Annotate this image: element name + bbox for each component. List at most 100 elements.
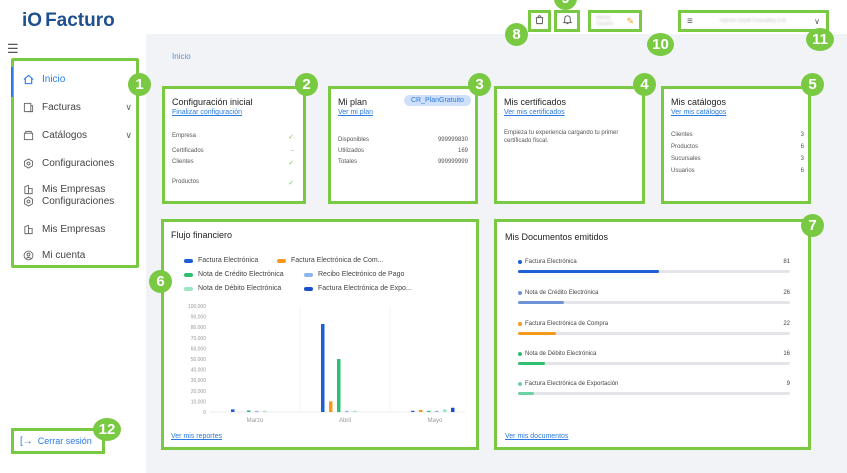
view-certificates-link[interactable]: Ver mis certificados [504,109,565,116]
notifications-button[interactable] [554,10,580,32]
sidebar-item-facturas[interactable]: Facturas ∨ [22,101,132,114]
catalog-row-label: Usuarios [671,168,695,174]
plan-row-label: Utilizados [338,148,365,154]
legend-label: Factura Electrónica de Expo... [318,285,412,292]
annotation-badge: 11 [806,28,834,51]
document-row[interactable]: Nota de Crédito Electrónica 26 [518,290,790,304]
sidebar-item-inicio[interactable]: Inicio [22,73,132,86]
chart-bar[interactable] [353,410,357,412]
document-type: Factura Electrónica de Compra [525,321,609,327]
chart-bar[interactable] [411,410,415,412]
sidebar-item-label: Inicio [42,74,66,85]
chart-bar[interactable] [427,410,431,412]
logout-label: Cerrar sesión [37,436,92,446]
shop-button[interactable] [528,10,551,32]
chart-bar[interactable] [451,407,455,412]
legend-item[interactable]: Nota de Crédito Electrónica [184,271,284,278]
document-row[interactable]: Factura Electrónica 81 [518,259,790,273]
catalog-row: Clientes 3 [671,132,804,138]
y-tick-label: 10,000 [191,399,207,405]
document-type: Factura Electrónica [525,259,577,265]
annotation-badge: 9 [554,0,577,10]
chart-bar[interactable] [337,359,341,412]
view-catalogs-link[interactable]: Ver mis catálogos [671,109,727,116]
finish-config-link[interactable]: Finalizar configuración [172,109,243,116]
progress-track [518,362,790,365]
document-dot [518,382,522,386]
legend-item[interactable]: Nota de Débito Electrónica [184,285,281,292]
bell-icon [562,14,573,28]
legend-label: Factura Electrónica de Com... [291,257,384,264]
plan-card: Mi plan CR_PlanGratuito Ver mi plan Disp… [328,86,478,204]
document-dot [518,352,522,356]
view-documents-link[interactable]: Ver mis documentos [505,433,569,440]
bar-chart: 100,000 90,000 80,000 70,000 60,000 50,000 40,… [188,304,465,424]
chart-bar[interactable] [443,409,447,412]
chart-bar[interactable] [329,401,333,412]
sidebar-item-label: Mis Empresas [42,184,106,195]
annotation-badge: 1 [128,73,151,96]
sidebar-item-mis-empresas-2[interactable]: Mis Empresas [22,223,132,236]
legend-item[interactable]: Factura Electrónica de Com... [277,257,384,264]
chart-bar[interactable] [255,410,259,412]
chart-bar[interactable] [263,410,267,412]
document-row[interactable]: Factura Electrónica de Compra 22 [518,321,790,335]
document-count: 9 [786,381,790,387]
sidebar-item-configuraciones[interactable]: Configuraciones [22,157,132,170]
sidebar-item-mis-empresas[interactable]: Mis Empresas [22,183,132,196]
company-selector[interactable]: ≡ Ingreso Sumit Consulting S.A. ∨ [678,10,829,32]
financial-flow-title: Flujo financiero [171,230,233,240]
progress-fill [518,392,535,395]
catalog-icon [22,129,35,142]
view-reports-link[interactable]: Ver mis reportes [171,433,222,440]
document-count: 26 [783,290,790,296]
y-tick-label: 70,000 [191,336,207,342]
document-row[interactable]: Nota de Débito Electrónica 16 [518,351,790,365]
annotation-badge: 4 [633,73,656,96]
legend-swatch [277,258,286,263]
invoice-icon [22,101,35,114]
progress-track [518,270,790,273]
user-avatar-icon: ✎ [626,15,634,26]
user-menu-button[interactable]: Nuevo Usuario ✎ [588,10,642,32]
y-tick-label: 40,000 [191,368,207,374]
catalog-row: Usuarios 6 [671,168,804,174]
plan-row: Utilizados 169 [338,148,468,154]
chart-bar[interactable] [419,409,423,412]
catalog-row-label: Clientes [671,132,693,138]
legend-item[interactable]: Recibo Electrónico de Pago [304,271,404,278]
breadcrumb[interactable]: Inicio [172,52,191,61]
chart-bar[interactable] [321,324,325,412]
document-label: Factura Electrónica de Exportación [518,381,790,387]
sidebar-item-mi-cuenta[interactable]: Mi cuenta [22,249,132,262]
company-icon [22,183,35,196]
legend-item[interactable]: Factura Electrónica de Expo... [304,285,412,292]
legend-item[interactable]: Factura Electrónica [184,257,258,264]
progress-fill [518,270,660,273]
plan-row: Totales 999999999 [338,159,468,165]
config-card: Configuración inicial Finalizar configur… [162,86,306,204]
app-logo[interactable]: iO Facturo [22,10,115,32]
view-plan-link[interactable]: Ver mi plan [338,109,374,116]
document-row[interactable]: Factura Electrónica de Exportación 9 [518,381,790,395]
certificates-card: Mis certificados Ver mis certificados Em… [494,86,645,204]
logout-button[interactable]: [→ Cerrar sesión [11,428,105,454]
sidebar-item-catalogos[interactable]: Catálogos ∨ [22,129,132,142]
annotation-badge: 12 [93,418,121,441]
plan-title: Mi plan [338,97,368,107]
sidebar-item-label: Mis Empresas [42,224,106,235]
account-icon [22,249,35,262]
chart-bar[interactable] [435,410,439,412]
sidebar-item-configuraciones-2[interactable]: Configuraciones [22,195,132,208]
annotation-badge: 5 [801,73,824,96]
progress-fill [518,362,546,365]
menu-toggle-icon[interactable]: ☰ [7,41,19,56]
list-icon: ≡ [687,15,693,27]
chart-bar[interactable] [231,409,235,412]
y-tick-label: 80,000 [191,325,207,331]
chart-bar[interactable] [247,410,251,412]
progress-track [518,392,790,395]
document-type: Nota de Crédito Electrónica [525,290,599,296]
chart-bar[interactable] [345,410,349,412]
progress-fill [518,332,557,335]
